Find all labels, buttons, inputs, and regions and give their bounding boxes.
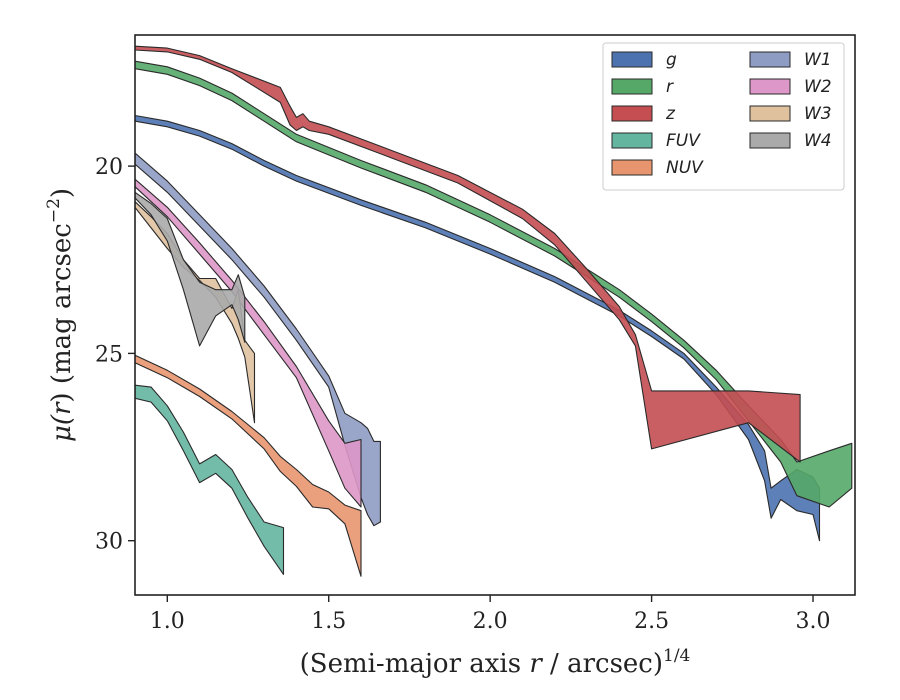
band-r bbox=[135, 60, 853, 508]
legend-swatch-g bbox=[611, 51, 653, 68]
legend-label-w4: W4 bbox=[804, 131, 832, 151]
y-axis: 20 25 30 bbox=[95, 155, 135, 555]
band-fuv bbox=[135, 384, 285, 575]
legend-swatch-w2 bbox=[749, 78, 791, 95]
x-tick-label: 1.0 bbox=[150, 609, 185, 634]
legend-label-z: z bbox=[665, 104, 676, 124]
y-tick-label: 20 bbox=[95, 155, 123, 180]
legend-label-fuv: FUV bbox=[666, 131, 701, 151]
y-tick-label: 30 bbox=[95, 530, 123, 555]
y-axis-label: μ(r) (mag arcsec−2) bbox=[44, 188, 77, 442]
legend-swatch-w3 bbox=[749, 105, 791, 122]
band-w2 bbox=[135, 178, 362, 508]
x-tick-label: 1.5 bbox=[311, 609, 346, 634]
plot-frame bbox=[134, 34, 856, 596]
legend-label-w1: W1 bbox=[804, 50, 832, 70]
band-z bbox=[135, 45, 801, 463]
legend-label-nuv: NUV bbox=[666, 158, 704, 178]
band-w4 bbox=[135, 191, 246, 347]
legend: grz FUV NUV W1 W2 W3 W4 bbox=[602, 42, 845, 191]
legend-swatch-w4 bbox=[749, 132, 791, 149]
legend-swatch-z bbox=[611, 105, 653, 122]
legend-label-w3: W3 bbox=[804, 104, 832, 124]
legend-label-w2: W2 bbox=[804, 77, 832, 97]
y-tick-label: 25 bbox=[95, 342, 123, 367]
band-g bbox=[135, 114, 821, 542]
x-tick-label: 2.5 bbox=[634, 609, 669, 634]
legend-swatch-nuv bbox=[611, 159, 653, 176]
series-layer bbox=[135, 45, 853, 577]
x-tick-label: 2.0 bbox=[473, 609, 508, 634]
x-axis-label: (Semi-major axis r / arcsec)1/4 bbox=[300, 646, 691, 679]
legend-label-g: g bbox=[666, 50, 677, 70]
band-w1 bbox=[135, 152, 381, 527]
x-tick-label: 3.0 bbox=[796, 609, 831, 634]
x-axis: 1.0 1.5 2.0 2.5 3.0 bbox=[150, 595, 831, 634]
legend-swatch-r bbox=[611, 78, 653, 95]
band-nuv bbox=[135, 354, 362, 577]
legend-label-r: r bbox=[666, 77, 674, 97]
legend-swatch-fuv bbox=[611, 132, 653, 149]
legend-swatch-w1 bbox=[749, 51, 791, 68]
